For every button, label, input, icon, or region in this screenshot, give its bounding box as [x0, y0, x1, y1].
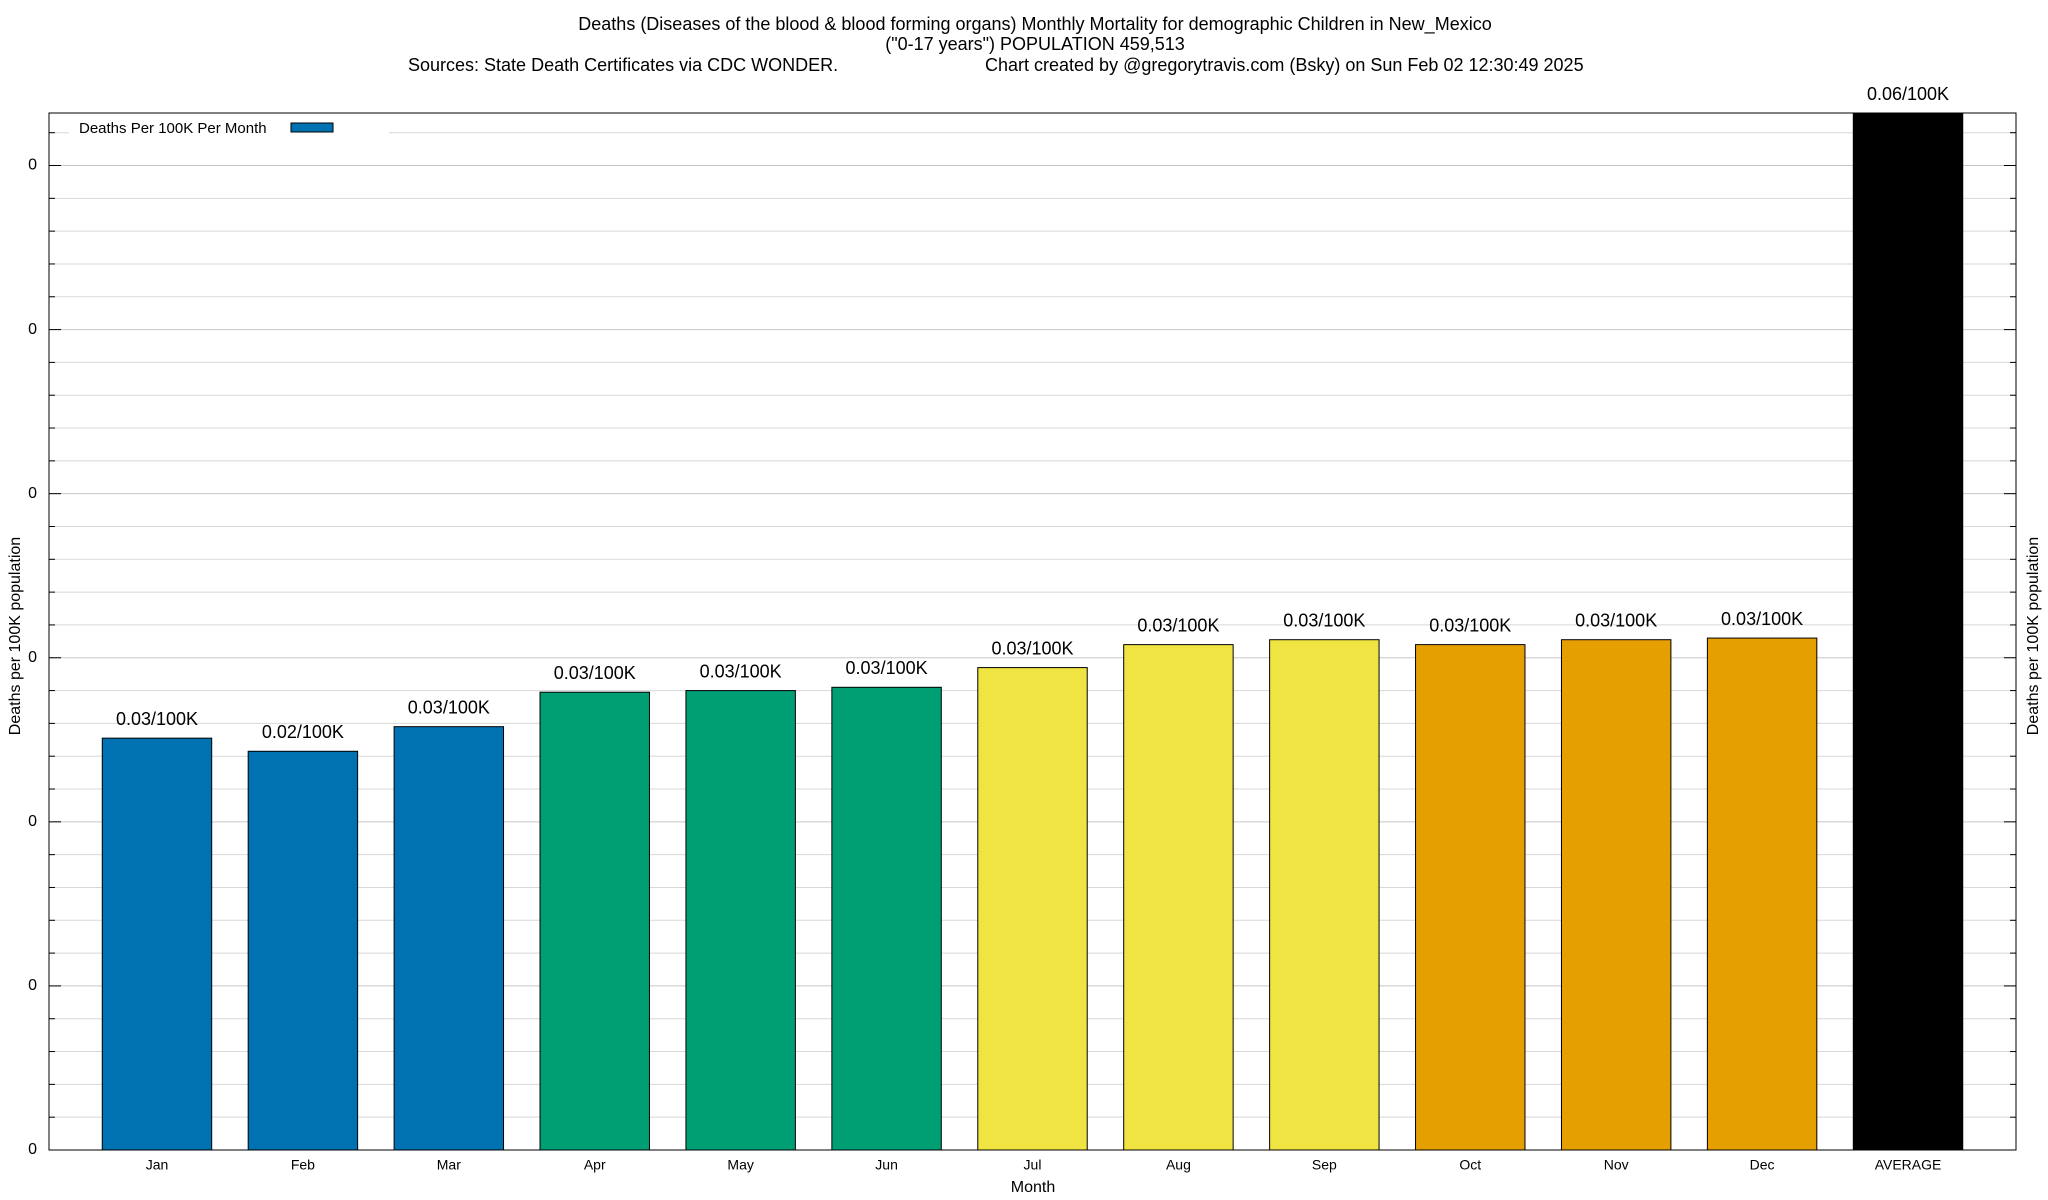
bar [831, 686, 942, 1151]
bar [977, 667, 1088, 1151]
value-label: 0.03/100K [991, 638, 1073, 658]
value-label: 0.06/100K [1867, 84, 1949, 104]
value-label: 0.03/100K [1721, 609, 1803, 629]
y-tick-label: 0 [28, 157, 37, 174]
y-axis-label: Deaths per 100K population [7, 537, 24, 735]
x-tick-label: Jun [875, 1157, 898, 1173]
chart-title: Deaths (Diseases of the blood & blood fo… [578, 14, 1491, 35]
x-tick-label: Nov [1604, 1157, 1629, 1173]
source: Sources: State Death Certificates via CD… [408, 55, 838, 75]
value-label: 0.03/100K [1137, 615, 1219, 635]
bar [247, 750, 359, 1151]
x-tick-label: May [727, 1157, 753, 1173]
bar [539, 691, 650, 1151]
bar [1123, 644, 1234, 1151]
y-tick-label: 0 [28, 1141, 37, 1158]
x-axis-label: Month [1011, 1179, 1055, 1196]
bar [685, 690, 796, 1151]
value-label: 0.03/100K [554, 663, 636, 683]
value-label: 0.03/100K [408, 697, 490, 717]
bar [1852, 112, 1964, 1151]
x-tick-label: Apr [584, 1157, 606, 1173]
plot-frame [48, 112, 2017, 1151]
value-label: 0.03/100K [1429, 615, 1511, 635]
bar [1415, 644, 1526, 1151]
value-label: 0.03/100K [1283, 610, 1365, 630]
legend-swatch [290, 122, 334, 133]
x-tick-label: Jul [1024, 1157, 1042, 1173]
bar [393, 726, 505, 1151]
legend-box [69, 116, 389, 140]
y-tick-label: 0 [28, 485, 37, 502]
chart-subtitle: ("0-17 years") POPULATION 459,513 [885, 34, 1185, 54]
bar [1560, 639, 1672, 1151]
bar [1706, 637, 1818, 1151]
x-tick-label: Oct [1459, 1157, 1481, 1173]
x-tick-label: Sep [1312, 1157, 1337, 1173]
legend-label: Deaths Per 100K Per Month [79, 120, 267, 137]
x-tick-label: Jan [146, 1157, 169, 1173]
y-tick-label: 0 [28, 649, 37, 666]
bar [1269, 639, 1380, 1151]
y-tick-label: 0 [28, 321, 37, 338]
x-tick-label: AVERAGE [1875, 1157, 1942, 1173]
x-tick-label: Dec [1750, 1157, 1775, 1173]
x-tick-label: Feb [291, 1157, 315, 1173]
y-tick-label: 0 [28, 813, 37, 830]
bar [101, 737, 213, 1151]
value-label: 0.03/100K [116, 709, 198, 729]
x-tick-label: Mar [437, 1157, 461, 1173]
y2-axis-label: Deaths per 100K population [2025, 537, 2042, 735]
value-label: 0.03/100K [1575, 610, 1657, 630]
x-tick-label: Aug [1166, 1157, 1191, 1173]
value-label: 0.03/100K [846, 658, 928, 678]
y-tick-label: 0 [28, 977, 37, 994]
value-label: 0.03/100K [700, 661, 782, 681]
credit: Chart created by @gregorytravis.com (Bsk… [985, 55, 1584, 75]
value-label: 0.02/100K [262, 722, 344, 742]
